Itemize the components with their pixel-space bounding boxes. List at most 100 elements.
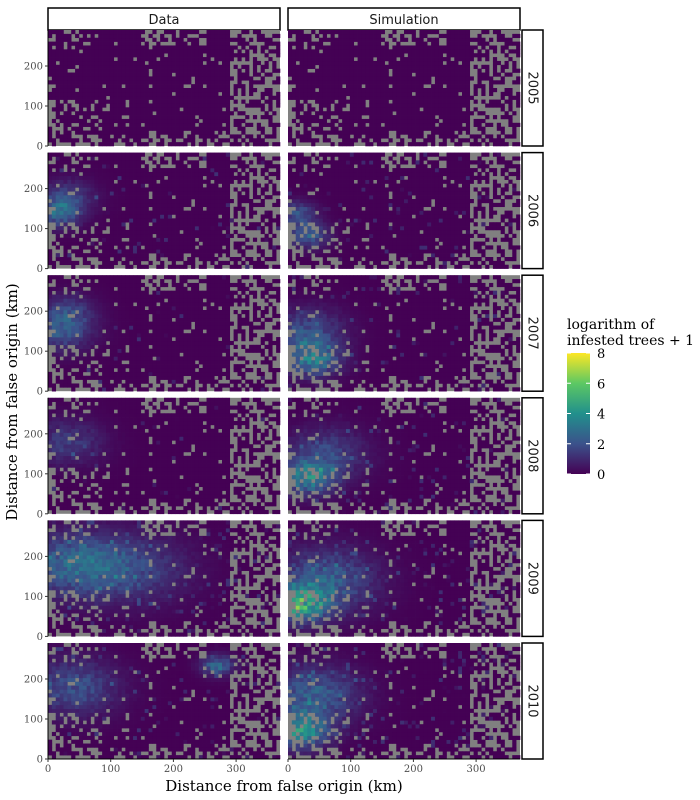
heatmap-cell xyxy=(82,111,87,116)
heatmap-cell xyxy=(438,202,443,208)
heatmap-cell xyxy=(512,95,517,100)
heatmap-cell xyxy=(90,30,95,35)
heatmap-cell xyxy=(369,199,374,204)
heatmap-cell xyxy=(311,210,316,215)
heatmap-cell xyxy=(365,206,370,211)
heatmap-cell xyxy=(121,233,126,238)
heatmap-cell xyxy=(78,152,84,157)
heatmap-cell xyxy=(125,45,130,50)
heatmap-cell xyxy=(404,253,409,258)
heatmap-cell xyxy=(175,202,180,208)
heatmap-cell xyxy=(295,229,300,235)
heatmap-cell xyxy=(249,88,254,93)
heatmap-cell xyxy=(75,53,80,58)
heatmap-cell xyxy=(276,226,281,231)
heatmap-cell xyxy=(334,72,339,77)
heatmap-cell xyxy=(446,241,451,246)
heatmap-cell xyxy=(233,142,238,147)
heatmap-cell xyxy=(423,233,428,238)
heatmap-cell xyxy=(338,57,343,62)
heatmap-cell xyxy=(462,111,467,116)
heatmap-cell xyxy=(496,33,501,39)
heatmap-cell xyxy=(477,80,482,85)
heatmap-cell xyxy=(121,156,126,161)
heatmap-cell xyxy=(229,111,234,116)
heatmap-cell xyxy=(129,68,134,73)
heatmap-cell xyxy=(109,199,115,204)
heatmap-cell xyxy=(140,168,145,173)
heatmap-cell xyxy=(156,214,161,219)
heatmap-cell xyxy=(156,115,161,120)
heatmap-cell xyxy=(311,95,316,100)
heatmap-cell xyxy=(90,183,95,188)
heatmap-cell xyxy=(369,222,374,227)
heatmap-cell xyxy=(450,49,455,54)
heatmap-cell xyxy=(187,222,192,227)
heatmap-cell xyxy=(63,175,68,180)
heatmap-cell xyxy=(353,84,358,89)
heatmap-cell xyxy=(361,214,366,219)
heatmap-cell xyxy=(198,229,203,235)
heatmap-cell xyxy=(55,237,60,242)
heatmap-cell xyxy=(357,64,362,69)
heatmap-cell xyxy=(303,237,308,242)
heatmap-cell xyxy=(465,229,471,235)
heatmap-cell xyxy=(222,103,227,108)
heatmap-cell xyxy=(194,210,200,215)
heatmap-cell xyxy=(67,164,72,169)
heatmap-cell xyxy=(71,142,76,147)
heatmap-cell xyxy=(160,199,165,204)
heatmap-cell xyxy=(187,122,192,127)
heatmap-cell xyxy=(407,49,413,54)
heatmap-cell xyxy=(106,168,111,173)
heatmap-cell xyxy=(369,233,374,238)
heatmap-cell xyxy=(125,202,130,208)
heatmap-cell xyxy=(376,264,382,269)
heatmap-cell xyxy=(322,118,327,124)
heatmap-cell xyxy=(109,103,115,108)
heatmap-cell xyxy=(396,226,401,231)
heatmap-cell xyxy=(210,41,215,46)
heatmap-cell xyxy=(458,80,463,85)
heatmap-cell xyxy=(477,53,482,58)
heatmap-cell xyxy=(86,175,91,180)
heatmap-cell xyxy=(117,210,122,215)
heatmap-cell xyxy=(241,241,246,246)
heatmap-cell xyxy=(51,195,57,200)
heatmap-cell xyxy=(109,126,115,131)
heatmap-cell xyxy=(63,214,68,219)
heatmap-cell xyxy=(148,49,153,54)
heatmap-cell xyxy=(419,218,424,223)
heatmap-cell xyxy=(369,210,374,215)
heatmap-cell xyxy=(365,249,370,254)
heatmap-cell xyxy=(140,53,145,58)
heatmap-cell xyxy=(140,68,145,73)
heatmap-cell xyxy=(198,142,203,147)
heatmap-cell xyxy=(210,118,215,124)
heatmap-cell xyxy=(434,91,440,97)
heatmap-cell xyxy=(82,84,87,89)
heatmap-cell xyxy=(318,122,324,127)
heatmap-cell xyxy=(407,45,413,50)
heatmap-cell xyxy=(276,99,281,104)
heatmap-cell xyxy=(82,30,87,35)
heatmap-cell xyxy=(431,126,436,131)
heatmap-cell xyxy=(210,164,215,169)
heatmap-cell xyxy=(303,68,308,73)
heatmap-cell xyxy=(442,99,447,104)
heatmap-cell xyxy=(160,253,165,258)
heatmap-cell xyxy=(260,126,265,131)
heatmap-cell xyxy=(183,68,188,73)
heatmap-cell xyxy=(392,60,397,66)
heatmap-cell xyxy=(148,57,153,62)
heatmap-cell xyxy=(423,76,428,81)
heatmap-cell xyxy=(194,233,200,238)
heatmap-cell xyxy=(86,253,91,258)
heatmap-cell xyxy=(361,138,366,143)
heatmap-cell xyxy=(315,91,320,97)
heatmap-cell xyxy=(469,95,474,100)
heatmap-cell xyxy=(75,168,80,173)
heatmap-cell xyxy=(427,134,432,139)
heatmap-cell xyxy=(330,253,335,258)
heatmap-cell xyxy=(334,107,339,112)
